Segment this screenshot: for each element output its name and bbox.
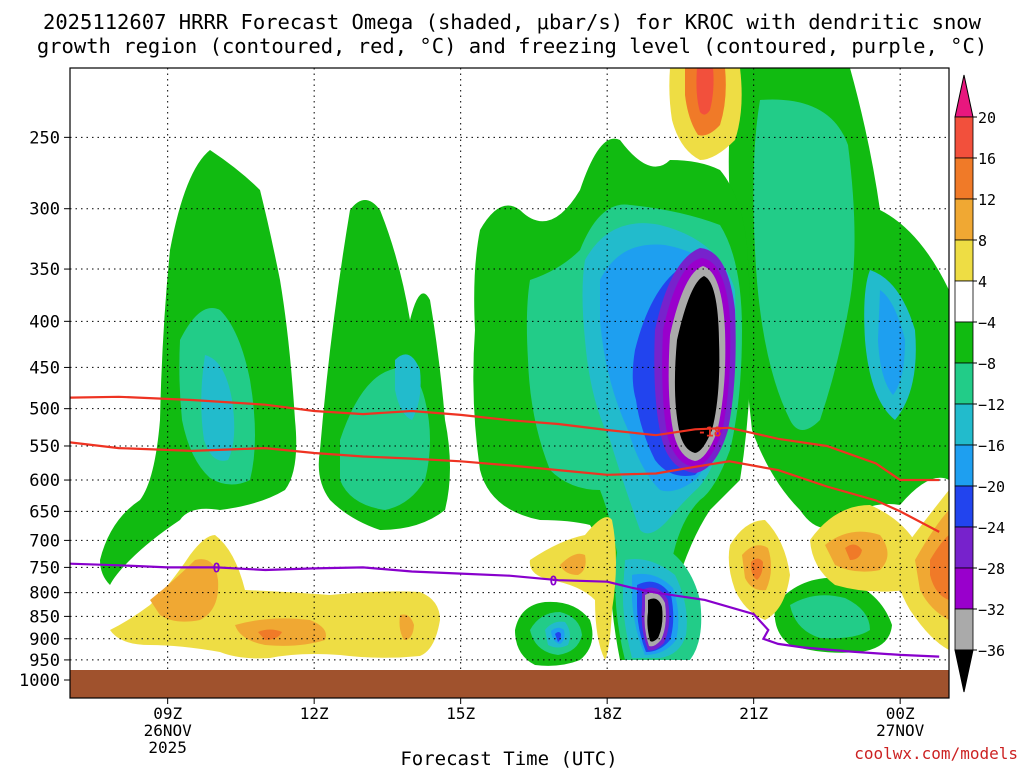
x-tick-label-line1: 21Z (739, 704, 768, 723)
contour-line-0 (70, 441, 940, 533)
colorbar-label: −20 (978, 478, 1005, 496)
colorbar-label: 4 (978, 273, 987, 291)
y-tick-label: 900 (29, 630, 60, 650)
contour-label: -18 (698, 425, 722, 440)
colorbar-segment (954, 321, 974, 364)
chart-title-line1: 2025112607 HRRR Forecast Omega (shaded, … (43, 10, 982, 34)
colorbar-label: −12 (978, 396, 1005, 414)
colorbar-label: 8 (978, 232, 987, 250)
colorbar-segment (954, 608, 974, 651)
x-tick-label-line1: 18Z (593, 704, 622, 723)
y-tick-label: 950 (29, 651, 60, 671)
y-tick-label: 800 (29, 584, 60, 604)
colorbar-label: −36 (978, 642, 1005, 660)
credit-text: coolwx.com/models (854, 744, 1018, 763)
x-tick-label-line1: 12Z (300, 704, 329, 723)
y-tick-label: 400 (29, 312, 60, 332)
gridlines (70, 68, 949, 670)
colorbar-label: −4 (978, 314, 996, 332)
plot-frame (69, 67, 950, 699)
colorbar-segment (954, 444, 974, 487)
colorbar-top-arrow (954, 74, 974, 118)
colorbar-segment (954, 362, 974, 405)
x-tick-label-line3: 2025 (148, 738, 187, 757)
colorbar-segment (954, 403, 974, 446)
chart-title-line2: growth region (contoured, red, °C) and f… (37, 34, 987, 58)
y-tick-label: 500 (29, 400, 60, 420)
colorbar-label: 12 (978, 191, 996, 209)
y-tick-label: 450 (29, 358, 60, 378)
y-tick-label: 650 (29, 502, 60, 522)
y-axis-ticks: 250 300 350 400 450 500 550 600 650 700 750 800 850 9… (19, 128, 70, 691)
y-tick-label: 750 (29, 558, 60, 578)
x-tick-label-line1: 09Z (153, 704, 182, 723)
colorbar-label: −24 (978, 519, 1005, 537)
colorbar-segment (954, 485, 974, 528)
contour-label: 0 (213, 561, 221, 576)
x-tick-label-line1: 15Z (446, 704, 475, 723)
contour-label: 0 (550, 575, 558, 590)
colorbar-label: 20 (978, 109, 996, 127)
x-tick-label-line2: 26NOV (144, 721, 193, 740)
x-axis-label: Forecast Time (UTC) (400, 748, 617, 768)
colorbar-segment (954, 280, 974, 323)
y-tick-label: 850 (29, 607, 60, 627)
colorbar: 20 16 12 8 4 −4 −8 −12 −16 −20 −24 −28 −32 −36 (954, 74, 1005, 693)
contour-line-2 (70, 562, 940, 658)
y-tick-label: 250 (29, 128, 60, 148)
colorbar-segment (954, 239, 974, 282)
ground-surface-band (70, 670, 949, 698)
contour-labels: -18 0 0 (213, 425, 722, 590)
colorbar-label: −8 (978, 355, 996, 373)
y-tick-label: 600 (29, 471, 60, 491)
colorbar-label: −32 (978, 601, 1005, 619)
x-tick-label-line2: 27NOV (876, 721, 925, 740)
colorbar-label: 16 (978, 150, 996, 168)
y-tick-label: 1000 (19, 671, 60, 691)
temperature-contours (70, 395, 940, 658)
y-tick-label: 300 (29, 200, 60, 220)
x-tick-label-line1: 00Z (886, 704, 915, 723)
contour-line-1 (70, 395, 940, 482)
colorbar-segment (954, 157, 974, 200)
colorbar-label: −16 (978, 437, 1005, 455)
y-tick-label: 550 (29, 437, 60, 457)
colorbar-segment (954, 567, 974, 610)
colorbar-bottom-arrow (954, 649, 974, 693)
colorbar-segment (954, 198, 974, 241)
colorbar-segment (954, 526, 974, 569)
y-tick-label: 350 (29, 260, 60, 280)
colorbar-segment (954, 116, 974, 159)
colorbar-label: −28 (978, 560, 1005, 578)
y-tick-label: 700 (29, 531, 60, 551)
